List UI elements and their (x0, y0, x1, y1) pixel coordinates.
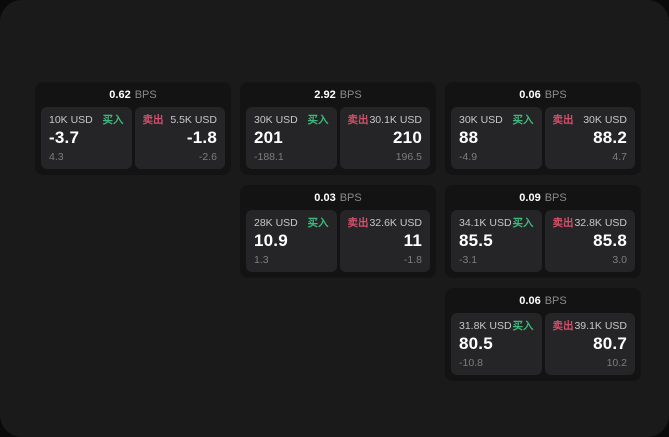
bps-value: 0.62 (109, 88, 131, 101)
buy-side-label: 买入 (307, 114, 329, 126)
sell-side-label: 卖出 (347, 217, 369, 229)
quote-card: 2.92 BPS 30K USD 买入 201 -188.1 卖出 30.1K … (240, 82, 436, 175)
buy-size-label: 30K USD (459, 114, 503, 126)
sell-delta: 4.7 (612, 151, 627, 163)
sell-price: 85.8 (593, 231, 627, 250)
quote-card: 0.06 BPS 30K USD 买入 88 -4.9 卖出 30K USD 8… (445, 82, 641, 175)
sell-side-label: 卖出 (142, 114, 164, 126)
sell-delta: -1.8 (403, 254, 422, 266)
buy-delta: -3.1 (459, 254, 478, 266)
sell-size-label: 39.1K USD (574, 320, 627, 332)
buy-price: 10.9 (254, 231, 288, 250)
buy-side-label: 买入 (102, 114, 124, 126)
buy-side-label: 买入 (512, 217, 534, 229)
sell-size-label: 32.6K USD (369, 217, 422, 229)
sell-price: 210 (393, 128, 422, 147)
sell-side-label: 卖出 (552, 320, 574, 332)
sell-price: -1.8 (186, 128, 217, 147)
sell-quote-panel[interactable]: 卖出 39.1K USD 80.7 10.2 (544, 313, 635, 375)
quote-card: 0.06 BPS 31.8K USD 买入 80.5 -10.8 卖出 39.1… (445, 288, 641, 381)
buy-delta: -4.9 (459, 151, 478, 163)
buy-side-label: 买入 (512, 114, 534, 126)
bps-value: 0.06 (519, 88, 541, 101)
buy-price: 88 (459, 128, 479, 147)
sell-price: 88.2 (593, 128, 627, 147)
bps-label: BPS (134, 88, 157, 101)
buy-quote-panel[interactable]: 30K USD 买入 88 -4.9 (451, 107, 542, 169)
card-header: 0.62 BPS (35, 82, 231, 107)
quote-card: 0.09 BPS 34.1K USD 买入 85.5 -3.1 卖出 32.8K… (445, 185, 641, 278)
buy-quote-panel[interactable]: 34.1K USD 买入 85.5 -3.1 (451, 210, 542, 272)
sell-price: 80.7 (593, 334, 627, 353)
bps-label: BPS (544, 294, 567, 307)
quote-card: 0.62 BPS 10K USD 买入 -3.7 4.3 卖出 5.5K USD… (35, 82, 231, 175)
sell-size-label: 5.5K USD (170, 114, 217, 126)
sell-side-label: 卖出 (552, 114, 574, 126)
sell-side-label: 卖出 (552, 217, 574, 229)
buy-delta: -188.1 (254, 151, 284, 163)
card-header: 0.06 BPS (445, 82, 641, 107)
sell-delta: -2.6 (198, 151, 217, 163)
sell-quote-panel[interactable]: 卖出 32.8K USD 85.8 3.0 (544, 210, 635, 272)
buy-price: -3.7 (49, 128, 80, 147)
sell-size-label: 32.8K USD (574, 217, 627, 229)
buy-size-label: 10K USD (49, 114, 93, 126)
buy-quote-panel[interactable]: 31.8K USD 买入 80.5 -10.8 (451, 313, 542, 375)
sell-quote-panel[interactable]: 卖出 30K USD 88.2 4.7 (544, 107, 635, 169)
card-header: 0.09 BPS (445, 185, 641, 210)
buy-quote-panel[interactable]: 30K USD 买入 201 -188.1 (246, 107, 337, 169)
buy-price: 80.5 (459, 334, 493, 353)
buy-side-label: 买入 (307, 217, 329, 229)
buy-delta: 1.3 (254, 254, 269, 266)
sell-delta: 10.2 (606, 357, 627, 369)
buy-price: 201 (254, 128, 283, 147)
sell-delta: 196.5 (395, 151, 422, 163)
bps-label: BPS (339, 191, 362, 204)
buy-delta: -10.8 (459, 357, 483, 369)
buy-price: 85.5 (459, 231, 493, 250)
bps-label: BPS (339, 88, 362, 101)
buy-side-label: 买入 (512, 320, 534, 332)
buy-quote-panel[interactable]: 10K USD 买入 -3.7 4.3 (41, 107, 132, 169)
card-header: 0.03 BPS (240, 185, 436, 210)
sell-size-label: 30.1K USD (369, 114, 422, 126)
sell-price: 11 (403, 231, 422, 250)
sell-quote-panel[interactable]: 卖出 32.6K USD 11 -1.8 (339, 210, 430, 272)
sell-quote-panel[interactable]: 卖出 5.5K USD -1.8 -2.6 (134, 107, 225, 169)
sell-side-label: 卖出 (347, 114, 369, 126)
buy-quote-panel[interactable]: 28K USD 买入 10.9 1.3 (246, 210, 337, 272)
bps-label: BPS (544, 191, 567, 204)
bps-value: 2.92 (314, 88, 336, 101)
sell-quote-panel[interactable]: 卖出 30.1K USD 210 196.5 (339, 107, 430, 169)
buy-size-label: 30K USD (254, 114, 298, 126)
card-header: 0.06 BPS (445, 288, 641, 313)
bps-value: 0.03 (314, 191, 336, 204)
quote-card: 0.03 BPS 28K USD 买入 10.9 1.3 卖出 32.6K US… (240, 185, 436, 278)
buy-delta: 4.3 (49, 151, 64, 163)
sell-size-label: 30K USD (583, 114, 627, 126)
bps-value: 0.06 (519, 294, 541, 307)
sell-delta: 3.0 (612, 254, 627, 266)
buy-size-label: 34.1K USD (459, 217, 512, 229)
bps-label: BPS (544, 88, 567, 101)
buy-size-label: 28K USD (254, 217, 298, 229)
buy-size-label: 31.8K USD (459, 320, 512, 332)
card-header: 2.92 BPS (240, 82, 436, 107)
bps-value: 0.09 (519, 191, 541, 204)
